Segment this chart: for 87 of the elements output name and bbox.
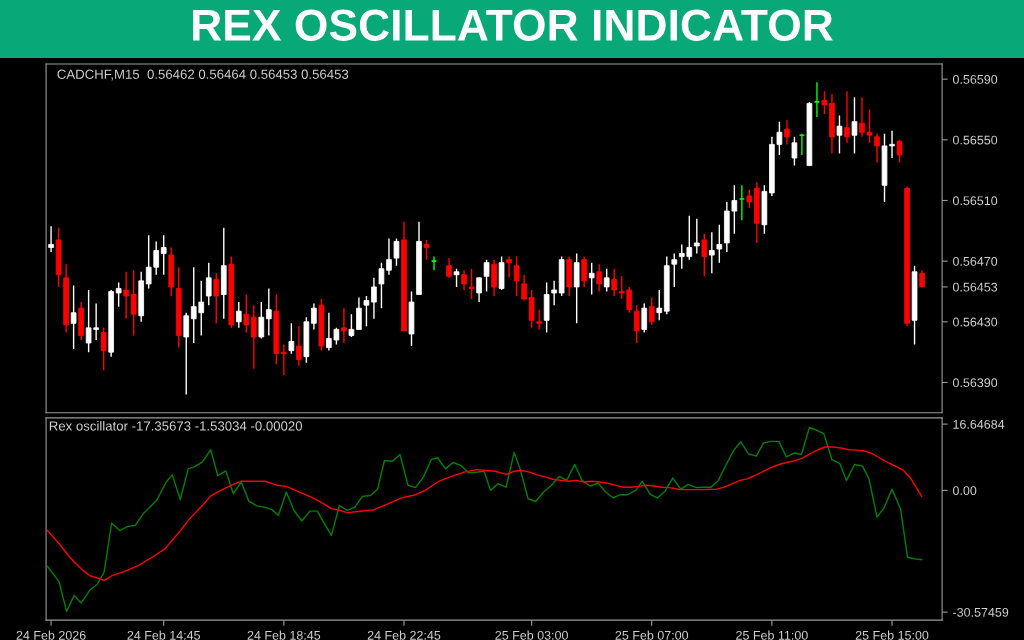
candlestick: [183, 312, 190, 396]
candlestick: [709, 231, 715, 274]
candlestick: [513, 255, 520, 297]
candlestick: [746, 189, 753, 209]
candlestick: [100, 327, 107, 372]
y-tick-label: 0.56390: [952, 378, 998, 388]
candlestick: [311, 302, 317, 331]
candlestick: [461, 269, 467, 291]
candlestick: [836, 114, 843, 155]
candlestick: [476, 277, 482, 303]
candlestick: [288, 322, 295, 355]
candlestick: [588, 261, 595, 296]
x-tick-label: 24 Feb 18:45: [247, 630, 321, 640]
chart-title: REX OSCILLATOR INDICATOR: [193, 9, 833, 41]
y-tick-label: 0.56550: [952, 135, 998, 145]
x-tick-label: 24 Feb 22:45: [367, 630, 441, 640]
candlestick: [205, 261, 212, 306]
x-tick-label: 25 Feb 11:00: [736, 630, 808, 640]
candlestick: [844, 90, 850, 144]
chart-title: Rex oscillator -17.35673 -1.53034 -0.00020: [49, 420, 303, 431]
y-tick-label: 0.56453: [952, 282, 998, 292]
candlestick: [813, 81, 821, 118]
candlestick: [468, 268, 475, 300]
candlestick: [611, 268, 618, 297]
candlestick: [784, 119, 790, 146]
candlestick: [716, 224, 723, 264]
candlestick: [791, 136, 798, 167]
candlestick: [160, 234, 167, 276]
candlestick: [348, 313, 355, 338]
candlestick: [130, 269, 137, 337]
y-tick-label: 0.56470: [952, 256, 998, 266]
candlestick: [603, 268, 610, 293]
candlestick: [341, 307, 347, 344]
candlestick: [356, 296, 362, 331]
candlestick: [250, 304, 257, 370]
y-tick-label: -30.57459: [953, 607, 1009, 617]
candlestick: [243, 293, 250, 334]
candlestick: [266, 287, 272, 337]
candlestick: [633, 304, 640, 344]
candlestick: [423, 239, 430, 261]
candlestick: [393, 237, 400, 267]
x-tick-label: 25 Feb 07:00: [615, 630, 689, 640]
candlestick: [528, 289, 535, 329]
candlestick: [641, 302, 648, 334]
x-tick-label: 24 Feb 2026: [16, 630, 86, 640]
y-tick-label: 0.00: [952, 486, 977, 496]
candlestick: [115, 281, 122, 308]
y-tick-label: 16.64684: [953, 419, 1005, 429]
candlestick: [281, 343, 287, 376]
candlestick: [798, 133, 806, 156]
candlestick: [296, 325, 302, 367]
candlestick: [874, 133, 880, 164]
candlestick: [851, 96, 858, 155]
candlestick: [521, 274, 527, 302]
candlestick: [48, 225, 54, 253]
candlestick: [235, 301, 242, 329]
x-tick-label: 25 Feb 15:00: [855, 630, 929, 640]
candlestick: [491, 258, 497, 297]
line-series: [46, 446, 923, 582]
x-tick-label: 24 Feb 14:45: [127, 630, 201, 640]
candlestick: [430, 255, 438, 271]
candlestick: [738, 184, 746, 221]
candlestick: [648, 296, 655, 326]
candlestick: [483, 258, 490, 293]
candlestick: [671, 252, 678, 288]
candlestick: [896, 139, 903, 164]
candlestick: [363, 295, 370, 328]
y-tick-label: 0.56510: [952, 196, 998, 206]
candlestick: [213, 272, 220, 325]
candlestick: [701, 233, 708, 278]
candlestick: [693, 217, 700, 255]
y-tick-label: 0.56430: [952, 317, 998, 327]
candlestick: [70, 284, 77, 350]
candlestick: [596, 263, 603, 293]
candlestick: [656, 289, 663, 321]
candlestick: [551, 280, 557, 306]
chart-subtitle: CADCHF,M15 0.56462 0.56464 0.56453 0.56453: [57, 69, 349, 81]
x-tick-label: 25 Feb 03:00: [495, 630, 568, 640]
candlestick: [123, 271, 129, 320]
candlestick: [453, 268, 460, 288]
candlestick: [446, 257, 452, 279]
candlestick: [258, 301, 265, 340]
candlestick: [536, 308, 542, 331]
candlestick: [371, 277, 377, 320]
candlestick: [506, 255, 512, 279]
y-tick-label: 0.56590: [952, 74, 998, 84]
candlestick: [581, 255, 587, 288]
